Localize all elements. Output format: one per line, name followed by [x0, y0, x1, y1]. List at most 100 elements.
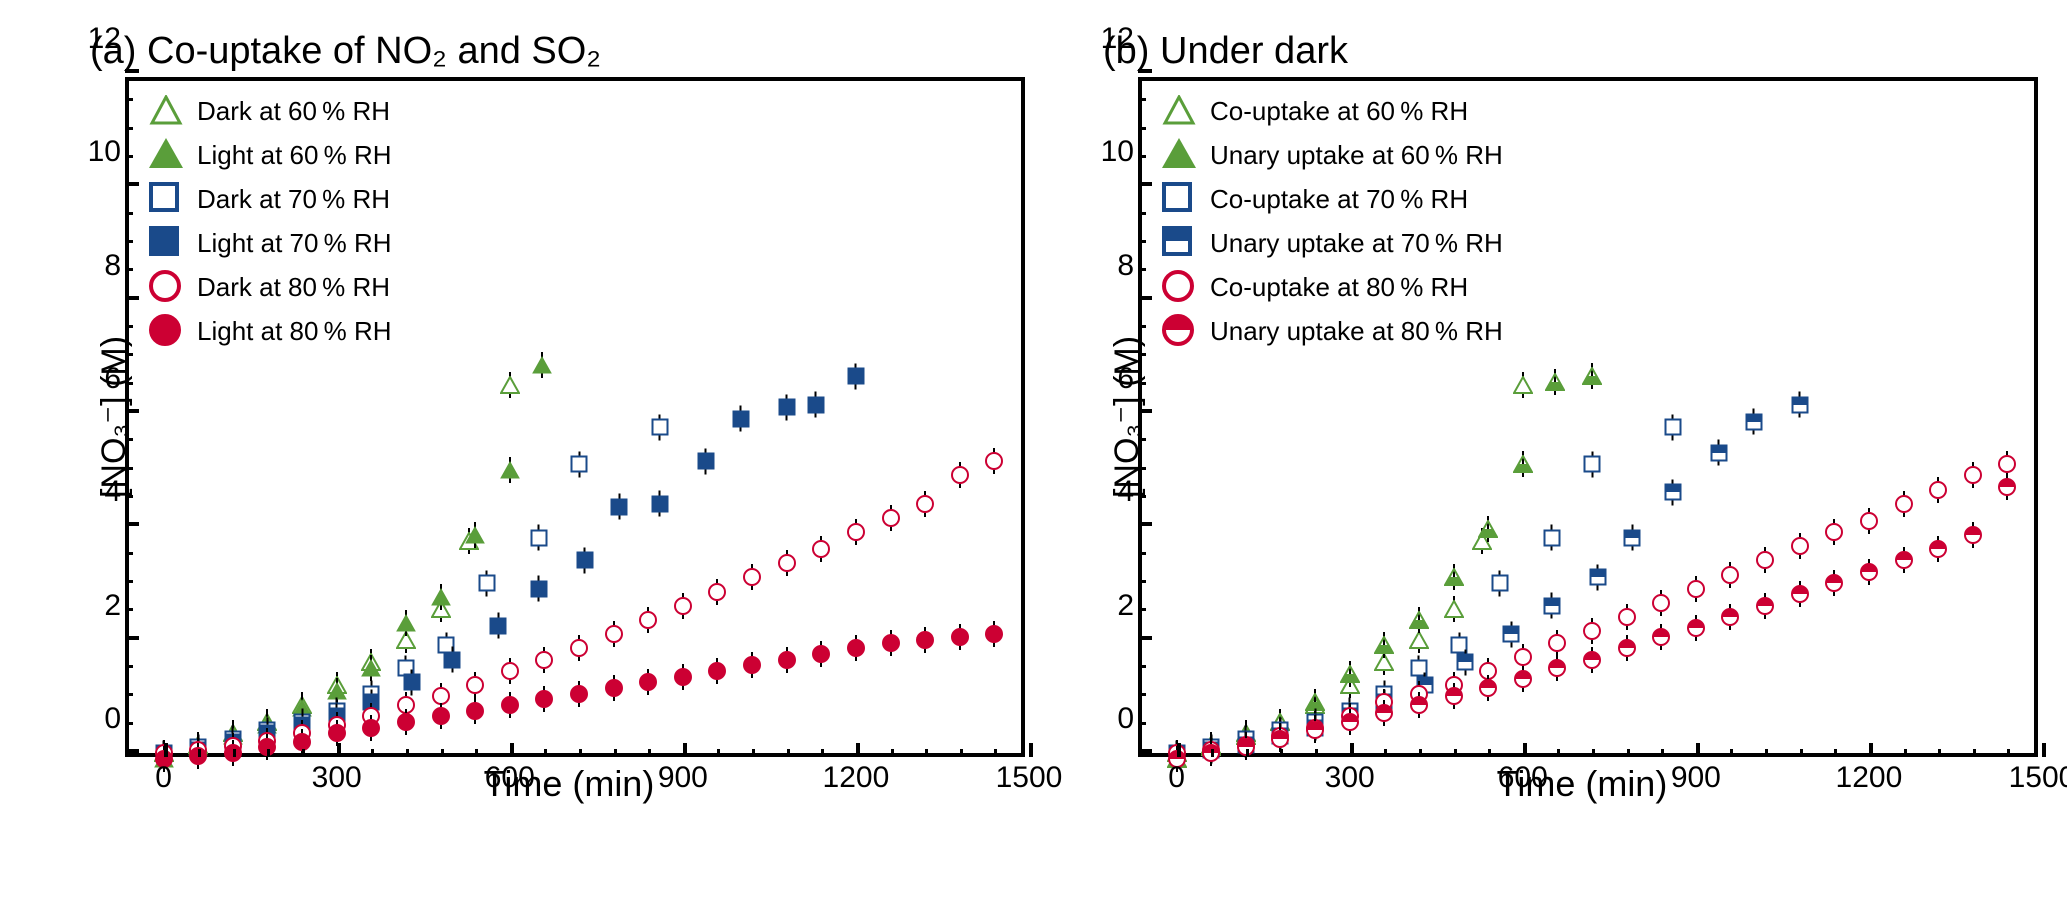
panel-a-marker-4-24-icon — [985, 452, 1003, 470]
panel-a-legend-item-5: Light at 80 % RH — [149, 309, 392, 353]
panel-a-datapoint-5-7 — [397, 713, 415, 731]
panel-a-marker-4-20-icon — [847, 523, 865, 541]
panel-a-datapoint-1-10 — [500, 461, 520, 479]
panel-b-marker-3-10-icon — [1543, 597, 1560, 614]
panel-b-xtick-900: 900 — [1671, 761, 1721, 795]
panel-a-marker-3-18-icon — [847, 368, 864, 385]
panel-a-marker-4-12-icon — [570, 639, 588, 657]
panel-a-datapoint-3-14 — [697, 453, 714, 470]
panel-b-legend-marker-2-icon — [1162, 182, 1196, 216]
panel-b-marker-1-11-icon — [1545, 373, 1565, 391]
panel-b-marker-1-6-icon — [1374, 636, 1394, 654]
panel-a-datapoint-1-9 — [465, 526, 485, 544]
panel-a-datapoint-5-15 — [674, 668, 692, 686]
panel-a-marker-2-11-icon — [571, 456, 588, 473]
panel-b-datapoint-2-12 — [1664, 419, 1681, 436]
panel-a-marker-4-10-icon — [501, 662, 519, 680]
panel-a-marker-3-13-icon — [651, 495, 668, 512]
panel-b-datapoint-1-8 — [1444, 568, 1464, 586]
panel-a-ytick-10: 10 — [88, 135, 121, 169]
panel-a-marker-5-12-icon — [570, 685, 588, 703]
panel-a-marker-0-10-icon — [500, 376, 520, 394]
panel-a-marker-5-19-icon — [812, 645, 830, 663]
panel-a-xtick-0: 0 — [155, 761, 172, 795]
panel-b-datapoint-4-22 — [1929, 481, 1947, 499]
panel-b-marker-1-10-icon — [1513, 455, 1533, 473]
panel-a-marker-5-11-icon — [535, 690, 553, 708]
panel-b-marker-5-23-icon — [1964, 526, 1982, 544]
panel-a: (a) Co-uptake of NO₂ and SO₂ [NO₃⁻] (M) … — [20, 20, 1033, 888]
panel-b-xtick-600: 600 — [1498, 761, 1548, 795]
panel-b-marker-4-19-icon — [1825, 523, 1843, 541]
panel-a-datapoint-4-15 — [674, 597, 692, 615]
panel-b-datapoint-3-15 — [1745, 413, 1762, 430]
panel-b-datapoint-5-11 — [1548, 659, 1566, 677]
panel-b-datapoint-0-7 — [1409, 631, 1429, 649]
panel-a-legend-label-1: Light at 60 % RH — [197, 133, 392, 177]
panel-b-marker-4-10-icon — [1514, 648, 1532, 666]
panel-b-marker-1-9-icon — [1478, 520, 1498, 538]
panel-b-datapoint-5-10 — [1514, 670, 1532, 688]
panel-b-datapoint-5-18 — [1791, 585, 1809, 603]
panel-b-marker-5-6-icon — [1375, 704, 1393, 722]
panel-b-legend-label-4: Co-uptake at 80 % RH — [1210, 265, 1468, 309]
panel-a-marker-4-13-icon — [605, 625, 623, 643]
panel-a-datapoint-5-17 — [743, 656, 761, 674]
panel-a-datapoint-3-7 — [403, 674, 420, 691]
panel-b-marker-4-14-icon — [1652, 594, 1670, 612]
panel-b-xtick-300: 300 — [1325, 761, 1375, 795]
panel-a-xtick-900: 900 — [658, 761, 708, 795]
panel-a-marker-1-9-icon — [465, 526, 485, 544]
panel-b-datapoint-0-8 — [1444, 600, 1464, 618]
panel-b-marker-4-15-icon — [1687, 580, 1705, 598]
panel-b-marker-2-12-icon — [1664, 419, 1681, 436]
panel-b-marker-5-20-icon — [1860, 563, 1878, 581]
panel-a-marker-4-17-icon — [743, 568, 761, 586]
panel-a-marker-4-18-icon — [778, 554, 796, 572]
panel-a-legend-item-2: Dark at 70 % RH — [149, 177, 392, 221]
panel-a-marker-5-7-icon — [397, 713, 415, 731]
panel-a-marker-5-20-icon — [847, 639, 865, 657]
panel-a-marker-5-10-icon — [501, 696, 519, 714]
panel-b-datapoint-2-10 — [1543, 529, 1560, 546]
panel-a-marker-3-7-icon — [403, 674, 420, 691]
panel-a-legend-marker-4-icon — [149, 270, 183, 304]
panel-b-marker-1-8-icon — [1444, 568, 1464, 586]
panel-b-datapoint-5-6 — [1375, 704, 1393, 722]
panel-a-datapoint-2-11 — [571, 456, 588, 473]
panel-b-marker-3-12-icon — [1624, 529, 1641, 546]
panel-b-datapoint-5-21 — [1895, 551, 1913, 569]
panel-a-marker-2-9-icon — [478, 575, 495, 592]
panel-a-legend-label-3: Light at 70 % RH — [197, 221, 392, 265]
panel-b-ytick-0: 0 — [1117, 702, 1134, 736]
panel-a-marker-2-10-icon — [530, 529, 547, 546]
panel-a-marker-5-17-icon — [743, 656, 761, 674]
panel-b-datapoint-3-8 — [1457, 654, 1474, 671]
panel-a-datapoint-5-11 — [535, 690, 553, 708]
panel-b-legend-marker-3-icon — [1162, 226, 1196, 260]
panel-b-title: (b) Under dark — [1103, 30, 2026, 73]
panel-a-legend-item-4: Dark at 80 % RH — [149, 265, 392, 309]
panel-b-marker-2-11-icon — [1584, 456, 1601, 473]
panel-a-datapoint-5-23 — [951, 628, 969, 646]
panel-b-marker-5-8-icon — [1445, 687, 1463, 705]
panel-a-xtick-300: 300 — [312, 761, 362, 795]
panel-b-legend-label-1: Unary uptake at 60 % RH — [1210, 133, 1503, 177]
panel-a-legend-marker-1-icon — [149, 138, 183, 172]
panel-b-marker-5-17-icon — [1756, 597, 1774, 615]
panel-a-datapoint-5-12 — [570, 685, 588, 703]
panel-b-datapoint-5-20 — [1860, 563, 1878, 581]
panel-b-datapoint-5-9 — [1479, 679, 1497, 697]
panel-b-datapoint-4-12 — [1583, 622, 1601, 640]
panel-b-datapoint-5-5 — [1341, 713, 1359, 731]
panel-b-legend-marker-1-icon — [1162, 138, 1196, 172]
panel-a-datapoint-4-22 — [916, 495, 934, 513]
panel-a-datapoint-4-10 — [501, 662, 519, 680]
panel-a-legend-marker-5-icon — [149, 314, 183, 348]
panel-b-datapoint-4-24 — [1998, 455, 2016, 473]
panel-a-datapoint-5-10 — [501, 696, 519, 714]
panel-a-ylabel: [NO₃⁻] (M) — [94, 336, 134, 498]
panel-b-legend-label-3: Unary uptake at 70 % RH — [1210, 221, 1503, 265]
panel-b-datapoint-3-10 — [1543, 597, 1560, 614]
panel-b-marker-4-23-icon — [1964, 466, 1982, 484]
